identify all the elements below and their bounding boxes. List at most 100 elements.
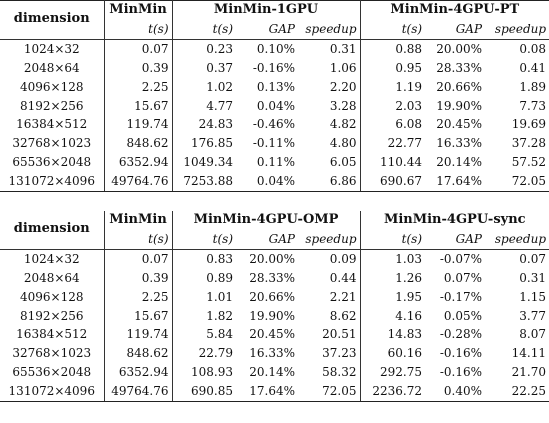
gap-cell: 28.33% bbox=[236, 269, 298, 288]
time-cell: 0.89 bbox=[172, 269, 236, 288]
gap-cell: 0.10% bbox=[236, 39, 298, 58]
group-header-minmin-4gpu-omp: MinMin-4GPU-OMP bbox=[172, 211, 360, 230]
speedup-cell: 2.21 bbox=[298, 288, 360, 307]
time-cell: 2236.72 bbox=[360, 382, 425, 401]
gap-cell: 17.64% bbox=[425, 172, 485, 191]
time-cell: 0.83 bbox=[172, 249, 236, 268]
dimension-cell: 16384×512 bbox=[0, 325, 104, 344]
gap-cell: -0.16% bbox=[425, 363, 485, 382]
dimension-header: dimension bbox=[0, 211, 104, 249]
dimension-cell: 131072×4096 bbox=[0, 382, 104, 401]
time-cell: 0.37 bbox=[172, 59, 236, 78]
table-row: 2048×64 0.39 0.37 -0.16% 1.06 0.95 28.33% 0.41 bbox=[0, 59, 549, 78]
time-cell: 690.85 bbox=[172, 382, 236, 401]
dimension-cell: 4096×128 bbox=[0, 78, 104, 97]
table-row: 16384×512 119.74 24.83 -0.46% 4.82 6.08 20.45%… bbox=[0, 115, 549, 134]
time-cell: 60.16 bbox=[360, 344, 425, 363]
subheader-speedup: speedup bbox=[298, 20, 360, 39]
table-row: 131072×4096 49764.76 7253.88 0.04% 6.86 690.6… bbox=[0, 172, 549, 191]
table-row: 65536×2048 6352.94 1049.34 0.11% 6.05 110.44 2… bbox=[0, 153, 549, 172]
time-cell: 1049.34 bbox=[172, 153, 236, 172]
speedup-cell: 0.44 bbox=[298, 269, 360, 288]
gap-cell: -0.11% bbox=[236, 134, 298, 153]
time-cell: 22.77 bbox=[360, 134, 425, 153]
time-cell: 0.88 bbox=[360, 39, 425, 58]
gap-cell: -0.07% bbox=[425, 249, 485, 268]
table-row: 4096×128 2.25 1.01 20.66% 2.21 1.95 -0.17% 1.15 bbox=[0, 288, 549, 307]
speedup-cell: 0.31 bbox=[298, 39, 360, 58]
speedup-cell: 3.28 bbox=[298, 97, 360, 116]
speedup-cell: 2.20 bbox=[298, 78, 360, 97]
results-table-1: dimension MinMin MinMin-1GPU MinMin-4GPU… bbox=[0, 0, 549, 192]
speedup-cell: 20.51 bbox=[298, 325, 360, 344]
subheader-time: t(s) bbox=[360, 20, 425, 39]
gap-cell: 17.64% bbox=[236, 382, 298, 401]
subheader-speedup: speedup bbox=[485, 230, 549, 249]
speedup-cell: 21.70 bbox=[485, 363, 549, 382]
table-row: 2048×64 0.39 0.89 28.33% 0.44 1.26 0.07% 0.31 bbox=[0, 269, 549, 288]
time-cell: 1.01 bbox=[172, 288, 236, 307]
table-row: 32768×1023 848.62 176.85 -0.11% 4.80 22.77 16.… bbox=[0, 134, 549, 153]
gap-cell: 0.05% bbox=[425, 307, 485, 326]
speedup-cell: 1.06 bbox=[298, 59, 360, 78]
gap-cell: 16.33% bbox=[236, 344, 298, 363]
subheader-speedup: speedup bbox=[485, 20, 549, 39]
group-header-minmin: MinMin bbox=[104, 211, 172, 230]
group-header-minmin-1gpu: MinMin-1GPU bbox=[172, 1, 360, 20]
gap-cell: 0.40% bbox=[425, 382, 485, 401]
time-cell: 0.23 bbox=[172, 39, 236, 58]
table-row: 8192×256 15.67 1.82 19.90% 8.62 4.16 0.05% 3.77 bbox=[0, 307, 549, 326]
dimension-cell: 131072×4096 bbox=[0, 172, 104, 191]
table-2-group-header: dimension MinMin MinMin-4GPU-OMP MinMin-… bbox=[0, 211, 549, 230]
group-header-minmin-4gpu-sync: MinMin-4GPU-sync bbox=[360, 211, 549, 230]
table-row: 1024×32 0.07 0.23 0.10% 0.31 0.88 20.00% 0.08 bbox=[0, 39, 549, 58]
time-cell: 1.26 bbox=[360, 269, 425, 288]
gap-cell: 20.14% bbox=[236, 363, 298, 382]
subheader-time: t(s) bbox=[104, 230, 172, 249]
minmin-time-cell: 2.25 bbox=[104, 288, 172, 307]
gap-cell: 20.66% bbox=[236, 288, 298, 307]
dimension-cell: 4096×128 bbox=[0, 288, 104, 307]
group-header-minmin-4gpu-pt: MinMin-4GPU-PT bbox=[360, 1, 549, 20]
time-cell: 108.93 bbox=[172, 363, 236, 382]
time-cell: 22.79 bbox=[172, 344, 236, 363]
gap-cell: 0.07% bbox=[425, 269, 485, 288]
speedup-cell: 14.11 bbox=[485, 344, 549, 363]
gap-cell: 20.00% bbox=[236, 249, 298, 268]
dimension-cell: 16384×512 bbox=[0, 115, 104, 134]
time-cell: 4.16 bbox=[360, 307, 425, 326]
gap-cell: 0.11% bbox=[236, 153, 298, 172]
table-row: 131072×4096 49764.76 690.85 17.64% 72.05 2236… bbox=[0, 382, 549, 401]
gap-cell: 0.04% bbox=[236, 172, 298, 191]
minmin-time-cell: 848.62 bbox=[104, 344, 172, 363]
gap-cell: 20.14% bbox=[425, 153, 485, 172]
gap-cell: -0.16% bbox=[236, 59, 298, 78]
speedup-cell: 22.25 bbox=[485, 382, 549, 401]
speedup-cell: 4.80 bbox=[298, 134, 360, 153]
dimension-cell: 2048×64 bbox=[0, 269, 104, 288]
speedup-cell: 57.52 bbox=[485, 153, 549, 172]
dimension-cell: 1024×32 bbox=[0, 39, 104, 58]
speedup-cell: 8.62 bbox=[298, 307, 360, 326]
minmin-time-cell: 15.67 bbox=[104, 97, 172, 116]
minmin-time-cell: 6352.94 bbox=[104, 153, 172, 172]
dimension-header: dimension bbox=[0, 1, 104, 40]
speedup-cell: 37.28 bbox=[485, 134, 549, 153]
table-row: 65536×2048 6352.94 108.93 20.14% 58.32 292.75… bbox=[0, 363, 549, 382]
subheader-time: t(s) bbox=[360, 230, 425, 249]
minmin-time-cell: 119.74 bbox=[104, 115, 172, 134]
table-1-body: 1024×32 0.07 0.23 0.10% 0.31 0.88 20.00% 0.08 20… bbox=[0, 39, 549, 191]
speedup-cell: 0.09 bbox=[298, 249, 360, 268]
table-row: 16384×512 119.74 5.84 20.45% 20.51 14.83 -0.28… bbox=[0, 325, 549, 344]
dimension-cell: 2048×64 bbox=[0, 59, 104, 78]
time-cell: 7253.88 bbox=[172, 172, 236, 191]
time-cell: 5.84 bbox=[172, 325, 236, 344]
minmin-time-cell: 49764.76 bbox=[104, 382, 172, 401]
speedup-cell: 0.07 bbox=[485, 249, 549, 268]
time-cell: 1.19 bbox=[360, 78, 425, 97]
gap-cell: 28.33% bbox=[425, 59, 485, 78]
table-row: 32768×1023 848.62 22.79 16.33% 37.23 60.16 -0.… bbox=[0, 344, 549, 363]
gap-cell: 19.90% bbox=[425, 97, 485, 116]
results-table-2: dimension MinMin MinMin-4GPU-OMP MinMin-… bbox=[0, 211, 549, 402]
